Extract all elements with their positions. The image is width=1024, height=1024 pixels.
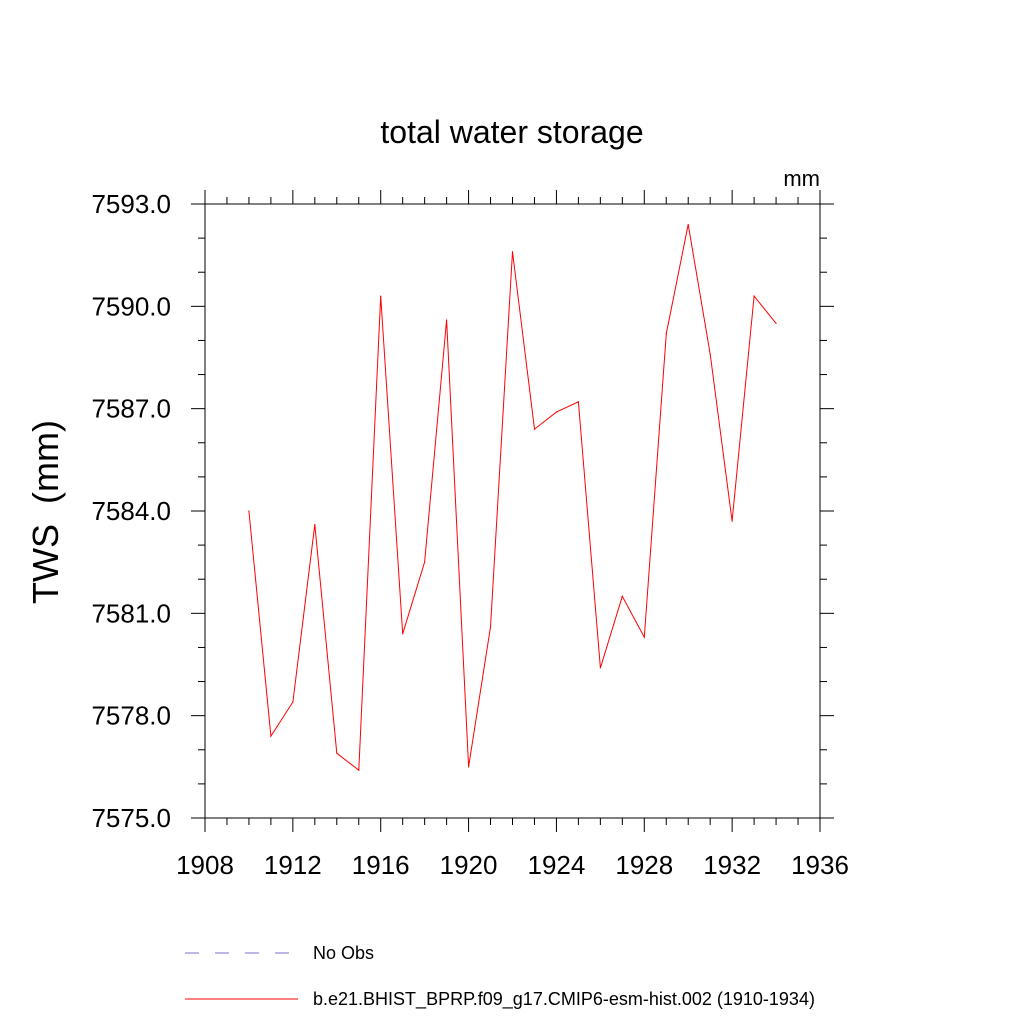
- x-axis-ticks: 1908 1912 1916 1920 1924 1928 1932 1936: [176, 190, 849, 880]
- data-point: [533, 428, 536, 430]
- data-point: [336, 752, 338, 754]
- y-axis-label: TWS (mm): [25, 420, 66, 604]
- series-layer: [248, 223, 777, 772]
- data-point: [753, 295, 755, 297]
- data-point: [402, 633, 404, 635]
- data-point: [489, 626, 492, 628]
- y-tick-label: 7584.0: [91, 496, 171, 526]
- y-axis-ticks: 7575.0 7578.0 7581.0 7584.0 7587.0 7590.0 7593…: [91, 189, 834, 833]
- x-tick-label: 1928: [615, 850, 673, 880]
- x-tick-label: 1932: [703, 850, 761, 880]
- data-point: [555, 411, 558, 413]
- x-tick-label: 1936: [791, 850, 849, 880]
- plot-frame: [204, 203, 821, 819]
- data-point: [731, 520, 733, 522]
- data-point: [643, 636, 645, 638]
- x-tick-label: 1924: [528, 850, 586, 880]
- x-tick-label: 1920: [440, 850, 498, 880]
- data-point: [621, 595, 623, 597]
- data-point: [380, 295, 382, 297]
- plot-area: 1908 1912 1916 1920 1924 1928 1932 1936 7575.07…: [91, 189, 848, 880]
- data-point: [424, 561, 426, 563]
- data-point: [511, 251, 514, 253]
- x-tick-label: 1916: [352, 850, 410, 880]
- data-point: [709, 353, 711, 355]
- data-point: [446, 319, 448, 321]
- legend-label-model: b.e21.BHIST_BPRP.f09_g17.CMIP6-esm-hist.…: [313, 989, 815, 1010]
- data-point: [599, 667, 601, 669]
- y-tick-label: 7587.0: [91, 394, 171, 424]
- y-tick-label: 7581.0: [91, 598, 171, 628]
- legend-label-no-obs: No Obs: [313, 943, 374, 963]
- chart-title: total water storage: [380, 114, 643, 150]
- data-point: [577, 401, 579, 403]
- data-point: [270, 735, 272, 737]
- data-point: [248, 510, 250, 512]
- y-tick-label: 7590.0: [91, 291, 171, 321]
- units-label: mm: [783, 166, 820, 191]
- data-point: [358, 769, 360, 771]
- data-point: [775, 322, 777, 324]
- data-point: [665, 333, 667, 335]
- x-tick-label: 1908: [176, 850, 234, 880]
- data-point: [292, 701, 294, 703]
- y-tick-label: 7575.0: [91, 803, 171, 833]
- legend: No Obs b.e21.BHIST_BPRP.f09_g17.CMIP6-es…: [185, 943, 815, 1010]
- y-tick-label: 7578.0: [91, 701, 171, 731]
- data-point: [314, 524, 316, 526]
- series-line: [248, 224, 777, 772]
- data-point: [467, 766, 470, 768]
- data-point: [687, 223, 689, 226]
- y-tick-label: 7593.0: [91, 189, 171, 219]
- x-tick-label: 1912: [264, 850, 322, 880]
